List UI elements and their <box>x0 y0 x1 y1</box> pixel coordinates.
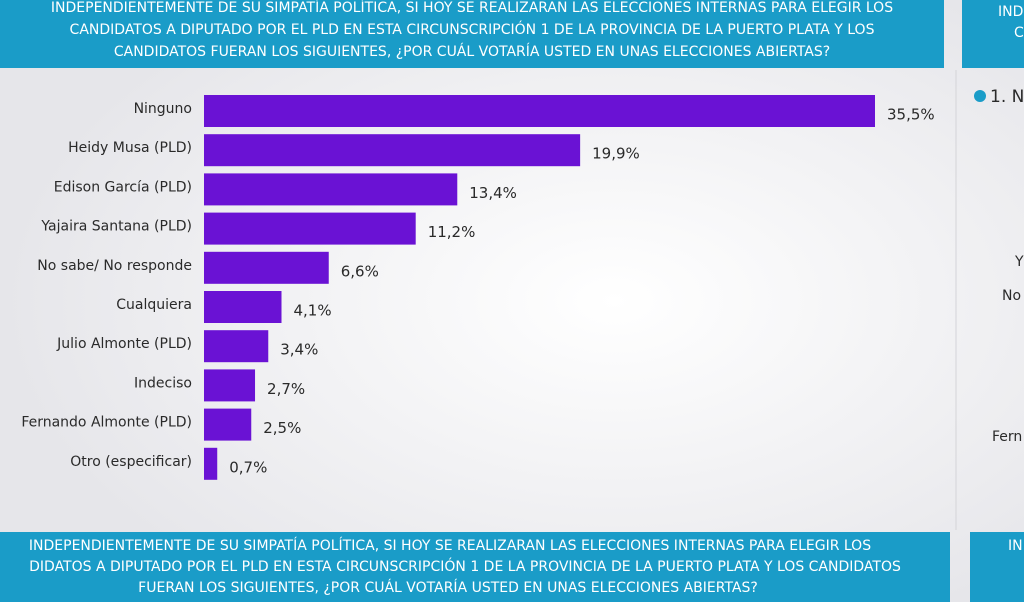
side-item: 1. N <box>990 87 1024 107</box>
category-label: Yajaira Santana (PLD) <box>40 219 192 235</box>
footer-line: INDEPENDIENTEMENTE DE SU SIMPATÍA POLÍTI… <box>29 537 871 554</box>
category-label: Indeciso <box>134 375 192 391</box>
header-line: CANDIDATOS FUERAN LOS SIGUIENTES, ¿POR C… <box>114 43 830 60</box>
bullet <box>974 90 986 102</box>
category-label: Fernando Almonte (PLD) <box>21 415 192 431</box>
footer-line: DIDATOS A DIPUTADO POR EL PLD EN ESTA CI… <box>29 557 901 575</box>
value-label: 3,4% <box>280 341 318 359</box>
side-header-text: C <box>1014 25 1024 41</box>
bar <box>204 251 329 284</box>
bar <box>204 173 458 206</box>
bar <box>204 95 875 127</box>
value-label: 4,1% <box>293 302 331 320</box>
side-footer-text: IN <box>1008 538 1023 554</box>
side-label: Y <box>1014 254 1024 270</box>
category-label: Ninguno <box>134 101 192 117</box>
side-header-text: IND <box>998 4 1023 20</box>
value-label: 11,2% <box>428 223 476 241</box>
footer-line: FUERAN LOS SIGUIENTES, ¿POR CUÁL VOTARÍA… <box>138 579 758 596</box>
bar <box>204 212 416 245</box>
category-label: Cualquiera <box>116 297 192 313</box>
value-label: 6,6% <box>341 262 379 280</box>
side-label: No <box>1002 288 1021 304</box>
category-label: Heidy Musa (PLD) <box>68 140 192 156</box>
category-label: No sabe/ No responde <box>37 258 192 274</box>
value-label: 2,5% <box>263 419 301 437</box>
value-label: 13,4% <box>469 184 517 202</box>
value-label: 0,7% <box>229 458 267 476</box>
value-label: 2,7% <box>267 380 305 398</box>
bar <box>204 369 256 402</box>
category-label: Julio Almonte (PLD) <box>56 336 192 352</box>
header-line: CANDIDATOS A DIPUTADO POR EL PLD EN ESTA… <box>70 20 875 38</box>
bar <box>204 447 218 480</box>
bar <box>204 408 252 441</box>
side-header-banner <box>962 0 1024 68</box>
bar <box>204 134 581 167</box>
category-label: Otro (especificar) <box>70 454 192 470</box>
bar <box>204 291 282 323</box>
bar <box>204 330 269 363</box>
side-footer-banner <box>970 532 1024 602</box>
side-label: Fern <box>992 429 1022 445</box>
category-label: Edison García (PLD) <box>54 179 192 195</box>
value-label: 35,5% <box>887 106 935 124</box>
value-label: 19,9% <box>592 145 640 163</box>
footer-banner <box>0 532 950 602</box>
header-line: INDEPENDIENTEMENTE DE SU SIMPATÍA POLÍTI… <box>51 0 893 16</box>
header-banner <box>0 0 944 68</box>
